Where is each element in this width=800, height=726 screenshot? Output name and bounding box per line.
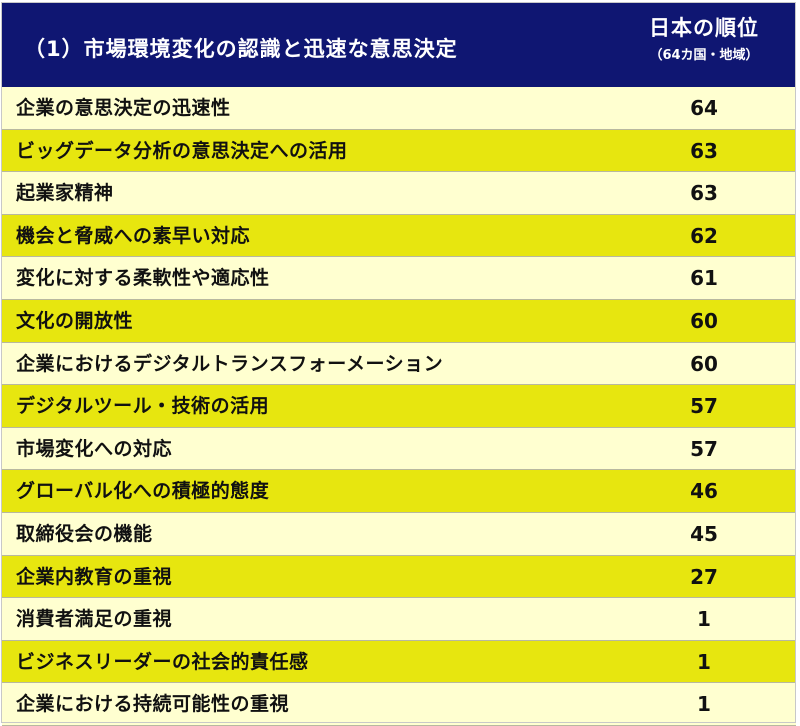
table-row: ビジネスリーダーの社会的責任感 1 bbox=[2, 640, 796, 684]
row-label: ビジネスリーダーの社会的責任感 bbox=[16, 650, 309, 673]
row-label: ビッグデータ分析の意思決定への活用 bbox=[16, 139, 348, 162]
row-rank: 61 bbox=[690, 266, 718, 291]
rank-column-subtitle: （64カ国・地域） bbox=[649, 48, 759, 63]
row-label: デジタルツール・技術の活用 bbox=[16, 395, 270, 418]
row-label: 企業の意思決定の迅速性 bbox=[16, 97, 231, 119]
row-rank: 1 bbox=[697, 692, 711, 717]
row-label: 企業における持続可能性の重視 bbox=[16, 693, 290, 716]
row-rank: 63 bbox=[690, 181, 718, 206]
table-header: （1）市場環境変化の認識と迅速な意思決定 日本の順位 （64カ国・地域） bbox=[2, 3, 796, 87]
row-label: 企業におけるデジタルトランスフォーメーション bbox=[16, 352, 444, 375]
table-title: （1）市場環境変化の認識と迅速な意思決定 bbox=[24, 37, 458, 61]
row-label: 変化に対する柔軟性や適応性 bbox=[16, 267, 270, 290]
table-row: 変化に対する柔軟性や適応性 61 bbox=[2, 257, 796, 300]
table-body: 企業の意思決定の迅速性 64 ビッグデータ分析の意思決定への活用 63 起業家精… bbox=[2, 87, 796, 726]
row-rank: 46 bbox=[690, 479, 718, 504]
row-label: 起業家精神 bbox=[16, 182, 114, 205]
row-label: 消費者満足の重視 bbox=[16, 608, 173, 631]
row-rank: 60 bbox=[690, 351, 718, 376]
table-row: 文化の開放性 60 bbox=[2, 299, 796, 343]
row-rank: 64 bbox=[690, 96, 718, 120]
row-rank: 1 bbox=[697, 649, 711, 674]
row-label: 市場変化への対応 bbox=[16, 437, 173, 460]
table-row: 企業内教育の重視 27 bbox=[2, 555, 796, 599]
row-label: 企業内教育の重視 bbox=[16, 565, 173, 588]
table-row: 企業の意思決定の迅速性 64 bbox=[2, 87, 796, 130]
row-label: グローバル化への積極的態度 bbox=[16, 480, 270, 503]
table-row: 機会と脅威への素早い対応 62 bbox=[2, 214, 796, 258]
row-label: 機会と脅威への素早い対応 bbox=[16, 224, 251, 247]
row-rank: 62 bbox=[690, 223, 718, 248]
row-rank: 60 bbox=[690, 308, 718, 333]
table-row: デジタルツール・技術の活用 57 bbox=[2, 385, 796, 428]
table-row: 取締役会の機能 45 bbox=[2, 512, 796, 556]
table-row: 消費者満足の重視 1 bbox=[2, 598, 796, 641]
table-row: 起業家精神 63 bbox=[2, 172, 796, 215]
row-rank: 45 bbox=[690, 521, 718, 546]
table-row: 企業における持続可能性の重視 1 bbox=[2, 683, 796, 726]
row-rank: 57 bbox=[690, 394, 718, 419]
row-label: 文化の開放性 bbox=[16, 309, 134, 332]
table-row: 市場変化への対応 57 bbox=[2, 427, 796, 471]
table-row: ビッグデータ分析の意思決定への活用 63 bbox=[2, 129, 796, 173]
rank-column-header: 日本の順位 （64カ国・地域） bbox=[612, 13, 796, 69]
table-row: 企業におけるデジタルトランスフォーメーション 60 bbox=[2, 342, 796, 386]
row-rank: 1 bbox=[697, 607, 711, 632]
row-rank: 27 bbox=[690, 564, 718, 589]
table-row: グローバル化への積極的態度 46 bbox=[2, 470, 796, 513]
row-label: 取締役会の機能 bbox=[16, 522, 153, 545]
row-rank: 63 bbox=[690, 138, 718, 163]
row-rank: 57 bbox=[690, 436, 718, 461]
rank-column-title: 日本の順位 bbox=[649, 16, 759, 40]
